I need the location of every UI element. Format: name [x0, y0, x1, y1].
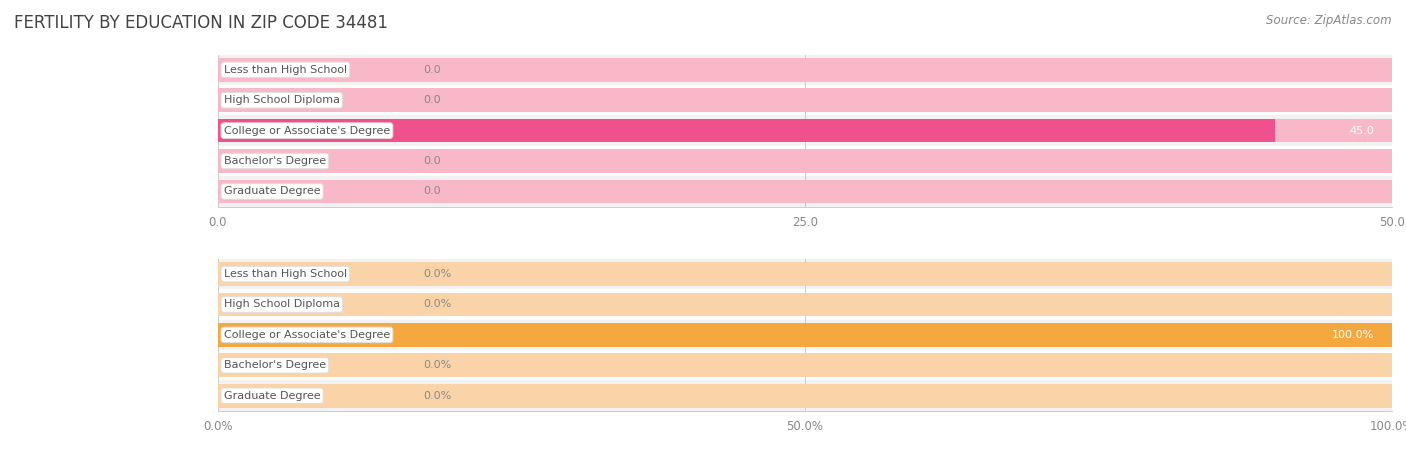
- Bar: [218, 85, 1392, 115]
- Text: 100.0%: 100.0%: [1331, 330, 1374, 340]
- Text: 0.0: 0.0: [423, 65, 441, 75]
- Text: College or Associate's Degree: College or Associate's Degree: [224, 125, 389, 136]
- Text: Bachelor's Degree: Bachelor's Degree: [224, 156, 326, 166]
- Bar: [218, 146, 1392, 176]
- Text: 45.0: 45.0: [1350, 125, 1374, 136]
- Text: 0.0: 0.0: [423, 186, 441, 197]
- Text: 0.0: 0.0: [423, 95, 441, 105]
- Text: Source: ZipAtlas.com: Source: ZipAtlas.com: [1267, 14, 1392, 27]
- Text: FERTILITY BY EDUCATION IN ZIP CODE 34481: FERTILITY BY EDUCATION IN ZIP CODE 34481: [14, 14, 388, 32]
- Text: 0.0%: 0.0%: [423, 299, 451, 310]
- Bar: [218, 55, 1392, 85]
- Text: 0.0%: 0.0%: [423, 269, 451, 279]
- Bar: [218, 320, 1392, 350]
- Text: 0.0%: 0.0%: [423, 360, 451, 370]
- Bar: [218, 259, 1392, 289]
- Bar: [218, 119, 1275, 142]
- Bar: [218, 119, 1392, 142]
- Bar: [218, 88, 1392, 112]
- Text: Graduate Degree: Graduate Degree: [224, 186, 321, 197]
- Bar: [218, 293, 1392, 316]
- Bar: [218, 350, 1392, 380]
- Bar: [218, 380, 1392, 411]
- Text: 0.0: 0.0: [423, 156, 441, 166]
- Bar: [218, 323, 1392, 347]
- Text: High School Diploma: High School Diploma: [224, 95, 340, 105]
- Text: College or Associate's Degree: College or Associate's Degree: [224, 330, 389, 340]
- Bar: [218, 353, 1392, 377]
- Text: Less than High School: Less than High School: [224, 269, 347, 279]
- Bar: [218, 176, 1392, 207]
- Bar: [218, 262, 1392, 286]
- Text: High School Diploma: High School Diploma: [224, 299, 340, 310]
- Bar: [218, 384, 1392, 408]
- Bar: [218, 289, 1392, 320]
- Bar: [218, 115, 1392, 146]
- Bar: [218, 58, 1392, 82]
- Bar: [218, 323, 1392, 347]
- Text: Bachelor's Degree: Bachelor's Degree: [224, 360, 326, 370]
- Bar: [218, 180, 1392, 203]
- Text: Graduate Degree: Graduate Degree: [224, 390, 321, 401]
- Text: Less than High School: Less than High School: [224, 65, 347, 75]
- Text: 0.0%: 0.0%: [423, 390, 451, 401]
- Bar: [218, 149, 1392, 173]
